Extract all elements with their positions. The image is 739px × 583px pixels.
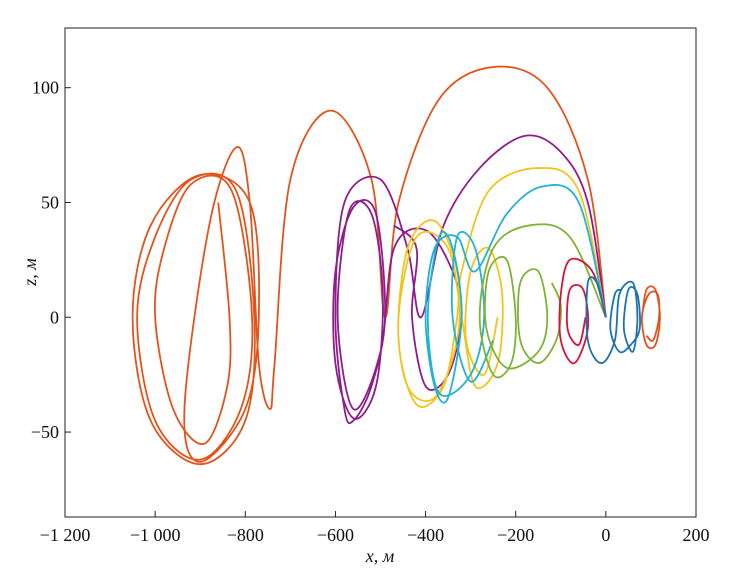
x-tick-label: −600 xyxy=(317,525,354,545)
x-tick-label: 200 xyxy=(683,525,710,545)
trajectory xyxy=(585,276,641,365)
x-tick-label: −800 xyxy=(227,525,264,545)
trajectory xyxy=(424,184,607,404)
trajectory xyxy=(641,285,661,350)
x-tick-label: −200 xyxy=(497,525,534,545)
x-tick-label: −1 000 xyxy=(130,525,181,545)
y-tick-label: −50 xyxy=(31,422,59,442)
y-tick-label: 50 xyxy=(41,192,59,212)
trajectory xyxy=(131,65,607,466)
x-tick-label: 0 xyxy=(601,525,610,545)
plot-frame xyxy=(64,27,697,518)
trajectory xyxy=(332,134,607,425)
trajectory xyxy=(558,257,607,365)
x-axis-label: x, м xyxy=(365,546,395,566)
y-tick-label: 0 xyxy=(50,307,59,327)
x-tick-label: −1 200 xyxy=(40,525,91,545)
y-axis-label: z, м xyxy=(20,258,40,287)
x-tick-label: −400 xyxy=(407,525,444,545)
y-tick-label: 100 xyxy=(32,78,59,98)
trajectory xyxy=(478,223,607,379)
